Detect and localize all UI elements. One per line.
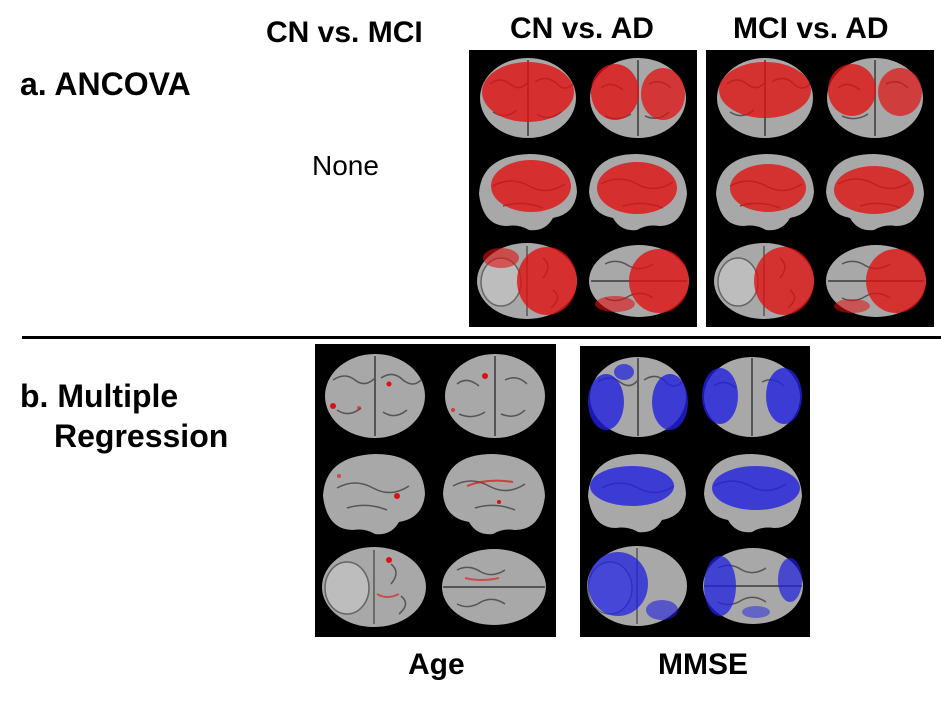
brain-superior-mmse (703, 548, 803, 624)
brain-posterior-age (445, 354, 545, 438)
brain-frontal-mci-ad (717, 58, 813, 138)
brain-superior-mci-ad (826, 245, 926, 317)
caption-mmse: MMSE (658, 648, 748, 681)
brain-left-lateral-mmse (588, 454, 686, 533)
panel-cn-vs-ad (469, 50, 697, 327)
section-b-letter: b. (20, 378, 49, 414)
brain-posterior-mmse (702, 357, 802, 437)
panel-age (315, 344, 556, 637)
brain-inferior-age (322, 547, 426, 627)
brain-posterior-mci-ad (827, 58, 923, 138)
section-a-label: a. ANCOVA (20, 64, 191, 104)
section-b-label: b. Multiple (20, 376, 178, 416)
caption-age: Age (408, 648, 465, 681)
brain-right-lateral-age (443, 454, 545, 535)
brain-left-lateral-mci-ad (716, 154, 814, 231)
column-header-cn-vs-ad: CN vs. AD (510, 12, 654, 45)
section-b-title-line1: Multiple (57, 378, 179, 414)
brain-superior-age (442, 549, 546, 625)
brain-left-lateral-age (323, 454, 425, 535)
brain-frontal-cn-ad (480, 58, 576, 138)
brain-right-lateral-mmse (704, 454, 802, 533)
column-header-cn-vs-mci: CN vs. MCI (266, 16, 423, 49)
brain-right-lateral-mci-ad (826, 154, 924, 231)
section-divider (22, 336, 941, 339)
brain-inferior-cn-ad (477, 243, 577, 319)
panel-mmse (580, 346, 810, 637)
brain-superior-cn-ad (589, 245, 689, 317)
brain-left-lateral-cn-ad (479, 154, 577, 231)
section-b-title-line2: Regression (54, 418, 229, 454)
section-a-letter: a. (20, 66, 47, 102)
brain-right-lateral-cn-ad (589, 154, 687, 231)
none-result-label: None (312, 150, 379, 181)
brain-frontal-mmse (588, 357, 688, 437)
brain-posterior-cn-ad (590, 58, 686, 138)
column-header-mci-vs-ad: MCI vs. AD (733, 12, 889, 45)
brain-frontal-age (325, 354, 425, 438)
brain-inferior-mmse (587, 546, 687, 626)
section-a-title: ANCOVA (54, 66, 191, 102)
panel-mci-vs-ad (706, 50, 934, 327)
brain-inferior-mci-ad (714, 243, 814, 319)
